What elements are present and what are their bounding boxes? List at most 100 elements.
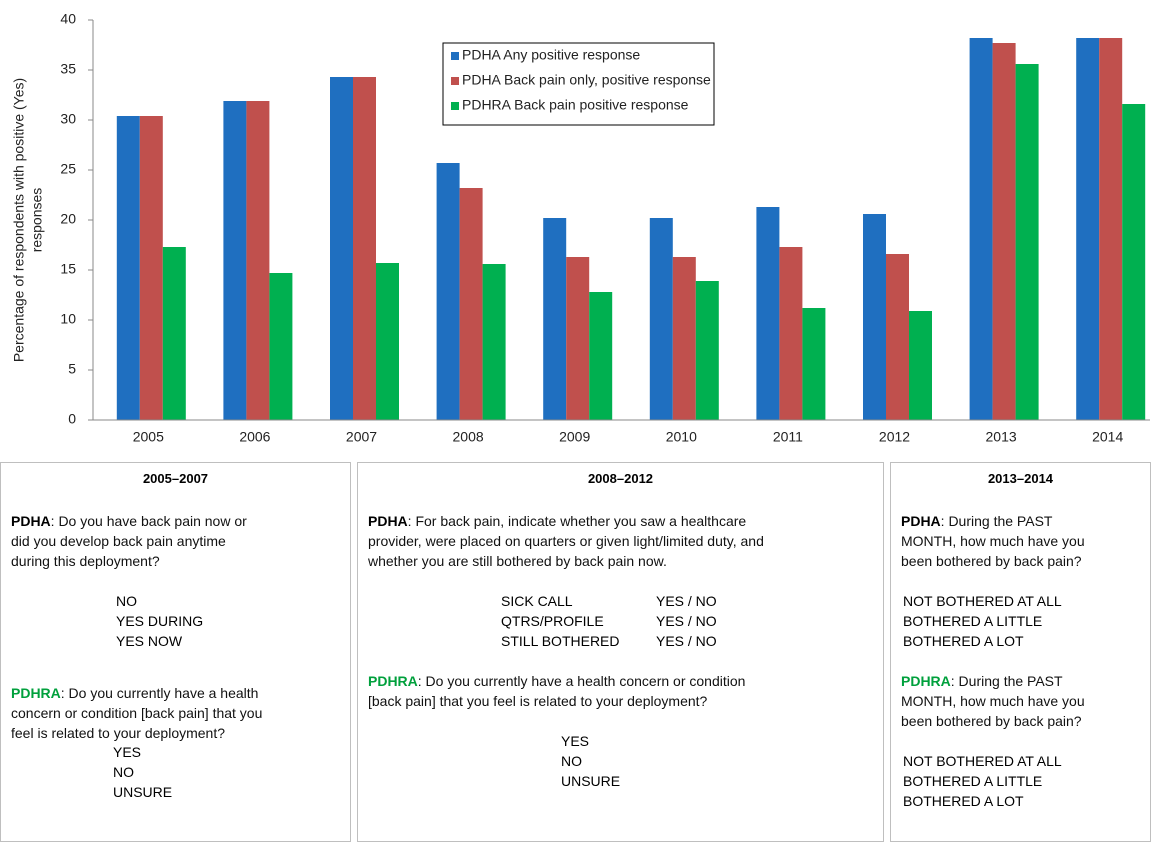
bar bbox=[482, 264, 506, 420]
y-tick-label: 15 bbox=[60, 261, 76, 277]
answer-option: YES bbox=[561, 733, 590, 749]
bar bbox=[886, 254, 909, 420]
answer-option: YES NOW bbox=[116, 633, 183, 649]
answer-option: NOT BOTHERED AT ALL bbox=[903, 593, 1062, 609]
bar bbox=[909, 311, 932, 420]
x-tick-label: 2008 bbox=[453, 429, 484, 445]
x-tick-label: 2010 bbox=[666, 429, 697, 445]
legend-label: PDHA Back pain only, positive response bbox=[462, 72, 711, 88]
y-tick-label: 0 bbox=[68, 411, 76, 427]
question: PDHA: Do you have back pain now or did yo… bbox=[11, 511, 247, 571]
answer-option: YES / NO bbox=[656, 613, 717, 629]
y-tick-label: 20 bbox=[60, 211, 76, 227]
legend-marker bbox=[451, 52, 459, 60]
bar bbox=[376, 263, 399, 420]
answer-option: UNSURE bbox=[561, 773, 621, 789]
question-text: been bothered by back pain? bbox=[901, 713, 1082, 729]
answer-option: YES / NO bbox=[656, 633, 717, 649]
answer-option: SICK CALL bbox=[501, 593, 573, 609]
answer-option: YES DURING bbox=[116, 613, 204, 629]
bar bbox=[330, 77, 353, 420]
question-text: : For back pain, indicate whether you sa… bbox=[407, 513, 747, 529]
question: PDHRA: Do you currently have a health con… bbox=[11, 683, 262, 743]
bar bbox=[543, 218, 567, 420]
legend-box bbox=[442, 42, 715, 126]
panel: 2005–2007 PDHA: Do you have back pain now… bbox=[0, 462, 351, 842]
y-tick-label: 35 bbox=[60, 61, 76, 77]
bar bbox=[353, 77, 376, 420]
answer-option: NO bbox=[561, 753, 582, 769]
bar bbox=[566, 257, 590, 420]
legend-marker bbox=[451, 102, 459, 110]
question-text: concern or condition [back pain] that yo… bbox=[11, 705, 263, 721]
answer-option: BOTHERED A LITTLE bbox=[903, 613, 1043, 629]
chart: 0 5 10 15 20 25 30 35 40 Percentage of respondent… bbox=[11, 11, 1150, 445]
answer-option: BOTHERED A LITTLE bbox=[903, 773, 1043, 789]
bar bbox=[269, 273, 293, 420]
bar bbox=[589, 292, 613, 420]
answer-option: BOTHERED A LOT bbox=[903, 633, 1024, 649]
bar bbox=[992, 43, 1016, 420]
question: PDHRA: During the PAST MONTH, how much ha… bbox=[901, 671, 1085, 731]
answer-option: BOTHERED A LOT bbox=[903, 793, 1024, 809]
bar bbox=[1099, 38, 1123, 420]
x-tick-label: 2005 bbox=[133, 429, 164, 445]
bar bbox=[162, 247, 186, 420]
question-text: did you develop back pain anytime bbox=[11, 533, 226, 549]
answer-option: STILL BOTHERED bbox=[501, 633, 620, 649]
bar bbox=[1076, 38, 1100, 420]
y-axis-label: Percentage of respondents with positive … bbox=[11, 78, 27, 362]
question-text: whether you are still bothered by back p… bbox=[368, 553, 667, 569]
bar bbox=[756, 207, 780, 420]
question-text: during this deployment? bbox=[11, 553, 160, 569]
x-tick-label: 2014 bbox=[1092, 429, 1123, 445]
answer-option: NOT BOTHERED AT ALL bbox=[903, 753, 1062, 769]
bar bbox=[116, 116, 140, 420]
question-text: feel is related to your deployment? bbox=[11, 725, 226, 741]
answer-option: NO bbox=[113, 764, 134, 780]
question-text: : Do you currently have a health bbox=[60, 685, 259, 701]
legend-marker bbox=[451, 77, 459, 85]
question-text: : During the PAST bbox=[950, 673, 1063, 689]
answer-option: QTRS/PROFILE bbox=[501, 613, 604, 629]
x-tick-label: 2012 bbox=[879, 429, 910, 445]
answer-option: NO bbox=[116, 593, 137, 609]
question-text: MONTH, how much have you bbox=[901, 533, 1085, 549]
bar bbox=[672, 257, 696, 420]
legend-label: PDHA Any positive response bbox=[462, 47, 640, 63]
panel: 2013–2014 PDHA: During the PAST MONTH, how… bbox=[890, 462, 1151, 842]
y-tick-label: 10 bbox=[60, 311, 76, 327]
bar bbox=[969, 38, 993, 420]
question: PDHA: For back pain, indicate whether yo… bbox=[368, 511, 764, 571]
question-text: been bothered by back pain? bbox=[901, 553, 1082, 569]
bar bbox=[649, 218, 673, 420]
question-text: [back pain] that you feel is related to … bbox=[368, 693, 708, 709]
y-tick-label: 25 bbox=[60, 161, 76, 177]
question-text: : Do you currently have a health concern… bbox=[417, 673, 746, 689]
question-text: : During the PAST bbox=[940, 513, 1053, 529]
bar bbox=[246, 101, 270, 420]
question: PDHA: During the PAST MONTH, how much hav… bbox=[901, 511, 1085, 571]
bar bbox=[139, 116, 163, 420]
question-label: PDHRA bbox=[368, 673, 418, 689]
x-tick-label: 2006 bbox=[239, 429, 270, 445]
question-label: PDHRA bbox=[11, 685, 61, 701]
legend-label: PDHRA Back pain positive response bbox=[462, 97, 689, 113]
y-axis-label: responses bbox=[29, 188, 45, 253]
bar bbox=[779, 247, 803, 420]
question-text: provider, were placed on quarters or giv… bbox=[368, 533, 764, 549]
question-text: : Do you have back pain now or bbox=[50, 513, 247, 529]
bar bbox=[459, 188, 483, 420]
bar bbox=[802, 308, 826, 420]
x-tick-label: 2013 bbox=[986, 429, 1017, 445]
panel-title: 2008–2012 bbox=[587, 471, 654, 486]
answer-option: UNSURE bbox=[113, 784, 173, 800]
x-tick-label: 2011 bbox=[773, 429, 803, 445]
question-label: PDHA bbox=[11, 513, 51, 529]
bar bbox=[436, 163, 460, 420]
y-tick-label: 5 bbox=[68, 361, 76, 377]
panel-title: 2013–2014 bbox=[987, 471, 1054, 486]
question-label: PDHA bbox=[368, 513, 408, 529]
question: PDHRA: Do you currently have a health co… bbox=[368, 671, 745, 711]
